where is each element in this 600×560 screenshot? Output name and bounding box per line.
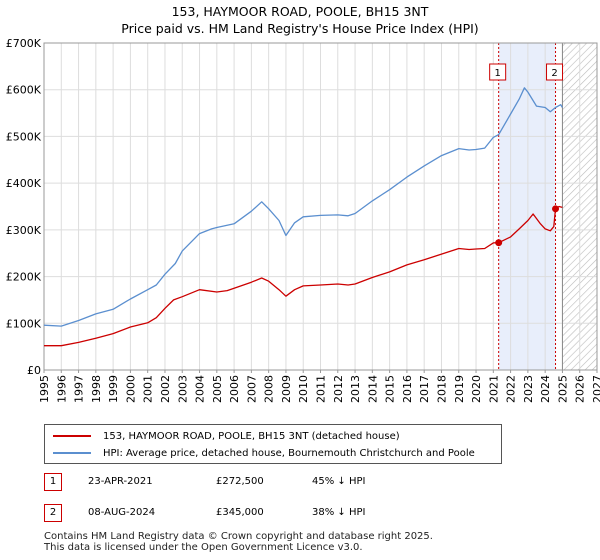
sale-date: 08-AUG-2024 [88, 507, 156, 518]
chart-title-block: 153, HAYMOOR ROAD, POOLE, BH15 3NT Price… [0, 3, 600, 37]
y-tick-label: £400K [6, 177, 42, 190]
x-tick-label: 2001 [142, 375, 155, 403]
x-tick-label: 2004 [194, 375, 207, 403]
legend-swatch-hpi [53, 452, 91, 454]
x-tick-label: 2008 [263, 375, 276, 403]
chart-legend: 153, HAYMOOR ROAD, POOLE, BH15 3NT (deta… [44, 424, 502, 464]
x-tick-label: 2021 [487, 375, 500, 403]
chart-subtitle: Price paid vs. HM Land Registry's House … [121, 21, 479, 36]
x-tick-label: 2002 [159, 375, 172, 403]
x-tick-label: 2017 [418, 375, 431, 403]
sale-hpi-diff: 38% ↓ HPI [312, 507, 366, 518]
x-tick-label: 2019 [453, 375, 466, 403]
y-tick-label: £0 [27, 364, 41, 377]
x-tick-label: 1995 [38, 375, 51, 403]
x-tick-label: 2023 [522, 375, 535, 403]
sale-price: £272,500 [216, 476, 264, 487]
sale-marker-label: 2 [551, 68, 557, 79]
sale-period-shade [498, 43, 556, 370]
x-tick-label: 1996 [55, 375, 68, 403]
x-tick-label: 2006 [228, 375, 241, 403]
x-tick-label: 1999 [107, 375, 120, 403]
x-tick-label: 2020 [470, 375, 483, 403]
x-tick-label: 2027 [591, 375, 600, 403]
sale-marker: 2 [44, 504, 62, 522]
x-tick-label: 2026 [574, 375, 587, 403]
sale-point [495, 239, 503, 247]
x-tick-label: 2005 [211, 375, 224, 403]
legend-label-hpi: HPI: Average price, detached house, Bour… [103, 447, 475, 459]
footer-line-2: This data is licensed under the Open Gov… [44, 542, 363, 553]
sale-marker: 1 [44, 473, 62, 491]
x-tick-label: 2022 [505, 375, 518, 403]
y-tick-label: £600K [6, 84, 42, 97]
sale-point [552, 205, 560, 213]
x-tick-label: 2018 [435, 375, 448, 403]
x-tick-label: 2011 [315, 375, 328, 403]
y-tick-label: £200K [6, 271, 42, 284]
sale-row: 2 08-AUG-2024 £345,000 38% ↓ HPI [44, 504, 404, 522]
price-chart: 1 2 £0 £100K £200K £300K £400K £500K £600K £700K 1… [6, 37, 600, 403]
x-tick-label: 1998 [90, 375, 103, 403]
x-tick-label: 2015 [384, 375, 397, 403]
legend-label-property: 153, HAYMOOR ROAD, POOLE, BH15 3NT (deta… [103, 430, 400, 442]
x-tick-label: 2014 [366, 375, 379, 403]
x-tick-label: 2013 [349, 375, 362, 403]
x-tick-label: 2003 [176, 375, 189, 403]
legend-swatch-property [53, 435, 91, 437]
x-tick-label: 2000 [124, 375, 137, 403]
sale-marker-label: 1 [494, 68, 500, 79]
x-tick-label: 2025 [556, 375, 569, 403]
sale-hpi-diff: 45% ↓ HPI [312, 476, 366, 487]
x-tick-label: 2016 [401, 375, 414, 403]
sale-marker-box [546, 63, 564, 81]
legend-item-hpi: HPI: Average price, detached house, Bour… [53, 445, 475, 461]
x-tick-label: 2007 [245, 375, 258, 403]
hpi-line [43, 87, 563, 327]
legend-item-property: 153, HAYMOOR ROAD, POOLE, BH15 3NT (deta… [53, 428, 400, 444]
y-tick-label: £500K [6, 130, 42, 143]
x-tick-label: 2024 [539, 375, 552, 403]
sale-marker-box [489, 63, 507, 81]
x-tick-label: 2009 [280, 375, 293, 403]
x-tick-label: 2010 [297, 375, 310, 403]
footer: Contains HM Land Registry data © Crown c… [44, 531, 433, 553]
y-tick-label: £100K [6, 317, 42, 330]
property-price-line [44, 205, 563, 347]
y-tick-label: £700K [6, 37, 42, 50]
footer-line-1: Contains HM Land Registry data © Crown c… [44, 531, 433, 542]
x-tick-label: 1997 [73, 375, 86, 403]
sale-price: £345,000 [216, 507, 264, 518]
chart-title: 153, HAYMOOR ROAD, POOLE, BH15 3NT [171, 4, 429, 19]
sale-row: 1 23-APR-2021 £272,500 45% ↓ HPI [44, 473, 404, 491]
x-tick-label: 2012 [332, 375, 345, 403]
y-tick-label: £300K [6, 224, 42, 237]
sale-date: 23-APR-2021 [88, 476, 153, 487]
